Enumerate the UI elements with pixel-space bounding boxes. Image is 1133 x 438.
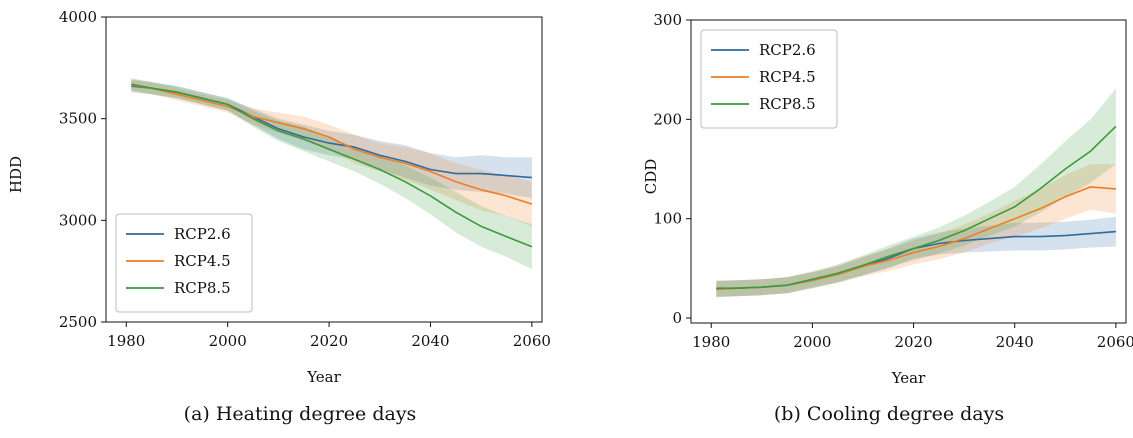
axes-frame bbox=[105, 16, 543, 323]
x-tick-label: 2020 bbox=[894, 333, 932, 351]
legend: RCP2.6 RCP4.5 RCP8.5 bbox=[115, 213, 253, 313]
y-axis-label: HDD bbox=[7, 156, 25, 193]
band-rcp45 bbox=[131, 79, 532, 227]
x-tick-label: 2040 bbox=[996, 333, 1034, 351]
band-rcp85 bbox=[131, 78, 532, 270]
legend: RCP2.6 RCP4.5 RCP8.5 bbox=[700, 29, 838, 129]
axes-frame bbox=[690, 19, 1127, 324]
hdd-chart-panel: 1980 2000 2020 2040 2060 2500 3000 3500 4000 Year… bbox=[7, 8, 551, 425]
y-axis-label: CDD bbox=[642, 159, 660, 195]
chart-caption: (a) Heating degree days bbox=[184, 403, 417, 425]
legend-entry-label: RCP4.5 bbox=[174, 252, 231, 270]
y-tick-label: 0 bbox=[672, 309, 682, 327]
x-tick-label: 2020 bbox=[310, 332, 348, 350]
x-tick-label: 2060 bbox=[513, 332, 551, 350]
chart-caption: (b) Cooling degree days bbox=[774, 403, 1004, 425]
series-line-rcp85 bbox=[716, 125, 1117, 290]
legend-entry-label: RCP8.5 bbox=[759, 95, 816, 113]
x-axis-label: Year bbox=[891, 369, 926, 387]
y-tick-label: 100 bbox=[653, 210, 682, 228]
y-tick-label: 3500 bbox=[59, 110, 97, 128]
legend-entry-label: RCP2.6 bbox=[759, 41, 816, 59]
plot-area bbox=[131, 78, 533, 270]
legend-entry-label: RCP4.5 bbox=[759, 68, 816, 86]
legend-entry-label: RCP2.6 bbox=[174, 225, 231, 243]
x-axis-label: Year bbox=[306, 368, 341, 386]
cdd-chart-panel: 1980 2000 2020 2040 2060 0 100 200 300 Year CDD (b)… bbox=[642, 11, 1133, 425]
band-rcp45 bbox=[716, 164, 1116, 298]
legend-entry-label: RCP8.5 bbox=[174, 279, 231, 297]
series-line-rcp85 bbox=[131, 83, 533, 248]
x-tick-label: 1980 bbox=[107, 332, 145, 350]
series-line-rcp45 bbox=[131, 84, 533, 205]
y-tick-label: 3000 bbox=[59, 211, 97, 229]
x-tick-label: 2000 bbox=[209, 332, 247, 350]
x-tick-label: 2040 bbox=[411, 332, 449, 350]
y-tick-label: 300 bbox=[653, 11, 682, 29]
y-tick-label: 4000 bbox=[59, 8, 97, 26]
x-tick-label: 2060 bbox=[1097, 333, 1133, 351]
y-tick-label: 2500 bbox=[59, 313, 97, 331]
x-tick-label: 2000 bbox=[793, 333, 831, 351]
plot-area bbox=[716, 88, 1117, 298]
y-tick-label: 200 bbox=[653, 110, 682, 128]
x-tick-label: 1980 bbox=[692, 333, 730, 351]
